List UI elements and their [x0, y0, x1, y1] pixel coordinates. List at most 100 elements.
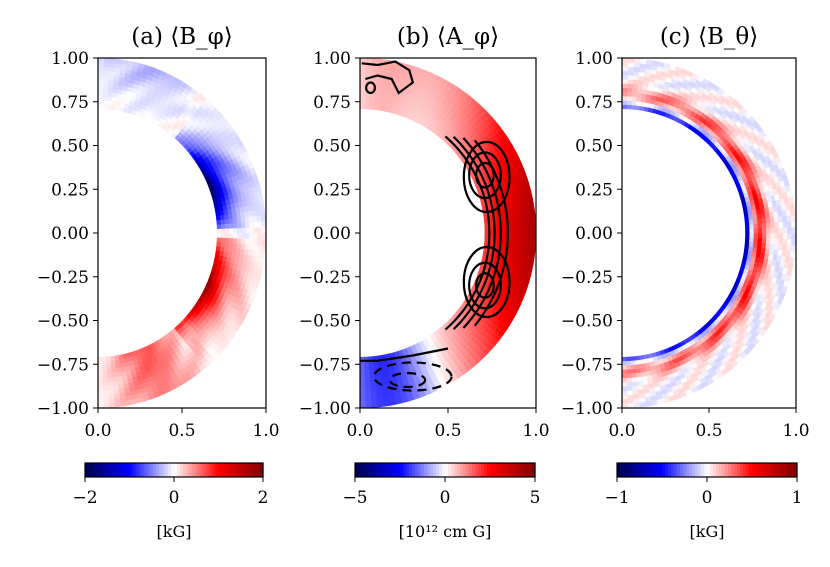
colorbar-swatch: [105, 463, 110, 477]
field-cell: [106, 100, 112, 106]
field-cell: [249, 232, 255, 239]
colorbar-swatch: [427, 463, 431, 477]
field-cell: [752, 218, 759, 225]
field-cell: [228, 217, 234, 224]
field-cell: [757, 242, 763, 249]
field-cell: [627, 66, 634, 72]
field-cell: [216, 232, 222, 238]
field-cell: [514, 227, 520, 234]
field-cell: [510, 227, 516, 234]
field-cell: [651, 60, 659, 67]
field-cell: [360, 399, 367, 405]
colorbar-swatch: [725, 463, 729, 477]
colorbar-swatch: [776, 463, 780, 477]
field-cell: [787, 196, 794, 204]
field-cell: [622, 361, 627, 367]
field-cell: [229, 227, 234, 234]
field-cell: [224, 241, 230, 248]
field-cell: [103, 58, 111, 63]
field-cell: [224, 223, 230, 229]
colorbar-swatch: [200, 463, 205, 477]
field-cell: [220, 241, 226, 248]
field-cell: [522, 232, 528, 240]
field-cell: [501, 237, 507, 244]
colorbar-swatch: [758, 463, 762, 477]
colorbar-swatch: [197, 463, 202, 477]
field-cell: [102, 365, 108, 371]
field-cell: [98, 83, 104, 88]
field-cell: [109, 58, 116, 64]
field-cell: [98, 61, 105, 67]
field-cell: [98, 382, 104, 388]
field-cell: [109, 402, 116, 408]
field-cell: [368, 364, 375, 370]
colorbar-swatch: [698, 463, 702, 477]
colorbar-swatch: [93, 463, 98, 477]
field-cell: [368, 104, 374, 110]
colorbar-swatch: [412, 463, 416, 477]
colorbar-swatch: [460, 463, 464, 477]
field-cell: [260, 214, 266, 222]
field-cell: [364, 377, 371, 383]
field-cell: [778, 238, 784, 245]
field-cell: [622, 369, 628, 375]
colorbar-swatch: [445, 463, 449, 477]
field-cell: [360, 87, 366, 93]
contour-line: [462, 137, 502, 329]
field-cell: [102, 74, 109, 80]
colorbar-swatch: [692, 463, 696, 477]
colorbar-swatch: [260, 463, 264, 477]
colorbar-swatch: [111, 463, 116, 477]
field-B_theta: [622, 58, 796, 408]
colorbar-tick-label: −1: [604, 488, 629, 508]
colorbar-swatch: [508, 463, 512, 477]
colorbar: −2 0 2 [kG]: [72, 462, 268, 541]
field-cell: [220, 232, 226, 238]
field-cell: [622, 394, 629, 400]
field-cell: [769, 243, 775, 250]
field-cell: [749, 237, 755, 243]
colorbar-tick-label: −2: [72, 488, 97, 508]
field-cell: [518, 227, 524, 234]
panel-title: (a) ⟨B_φ⟩: [131, 24, 232, 50]
colorbar-swatch: [439, 463, 443, 477]
field-cell: [360, 74, 366, 80]
colorbar-swatch: [397, 463, 401, 477]
field-cell: [632, 79, 639, 85]
colorbar-swatch: [355, 463, 359, 477]
field-cell: [744, 241, 750, 247]
colorbar-tick-label: 0: [169, 488, 180, 508]
x-tick-label: 0.0: [346, 421, 373, 441]
field-cell: [626, 373, 633, 379]
field-cell: [782, 238, 788, 245]
colorbar-swatch: [224, 463, 228, 477]
colorbar-swatch: [135, 463, 139, 477]
field-cell: [622, 99, 627, 105]
field-cell: [631, 91, 638, 98]
colorbar-swatch: [791, 463, 795, 477]
colorbar-swatch: [239, 463, 243, 477]
field-cell: [514, 232, 520, 239]
colorbar-swatch: [656, 463, 660, 477]
field-cell: [101, 104, 107, 110]
colorbar-swatch: [185, 463, 190, 477]
field-cell: [365, 398, 373, 404]
field-cell: [645, 400, 653, 407]
field-cell: [639, 401, 647, 408]
colorbar-swatch: [650, 463, 654, 477]
colorbar-swatch: [120, 463, 125, 477]
colorbar-swatch: [493, 463, 497, 477]
colorbar-swatch: [403, 463, 407, 477]
field-cell: [360, 66, 367, 72]
field-cell: [761, 222, 767, 229]
field-cell: [530, 214, 536, 222]
colorbar-swatch: [358, 463, 362, 477]
field-cell: [627, 398, 635, 404]
field-cell: [103, 62, 110, 68]
field-cell: [258, 262, 264, 270]
field-cell: [787, 262, 794, 270]
colorbar-swatch: [499, 463, 503, 477]
field-cell: [531, 220, 536, 228]
colorbar-swatch: [740, 463, 744, 477]
field-cell: [360, 365, 366, 371]
